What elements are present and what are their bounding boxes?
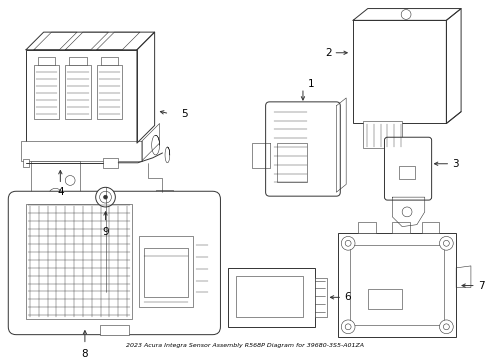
Bar [315, 278, 326, 317]
Circle shape [49, 188, 62, 202]
Bar [97, 64, 122, 118]
Bar [338, 234, 456, 337]
Bar [100, 57, 118, 64]
Bar [139, 237, 193, 307]
Text: 1: 1 [308, 79, 315, 89]
Bar [363, 121, 402, 148]
Bar [156, 190, 173, 200]
Bar [21, 141, 142, 161]
Bar [102, 158, 118, 168]
Bar [422, 222, 440, 234]
Circle shape [341, 320, 355, 334]
Circle shape [99, 191, 111, 203]
Circle shape [345, 240, 351, 246]
Bar [228, 268, 315, 327]
Text: 5: 5 [181, 109, 188, 119]
Bar [399, 166, 415, 180]
Bar [26, 204, 132, 319]
Bar [65, 64, 91, 118]
Circle shape [402, 207, 412, 217]
Bar [23, 159, 29, 167]
Bar [99, 325, 129, 335]
Bar [69, 57, 87, 64]
Bar [144, 248, 188, 297]
FancyBboxPatch shape [385, 137, 432, 200]
Text: 6: 6 [344, 292, 351, 302]
Text: 3: 3 [452, 159, 459, 169]
Circle shape [401, 9, 411, 19]
Bar [392, 222, 410, 234]
Text: 9: 9 [102, 226, 109, 237]
Circle shape [443, 324, 449, 330]
Text: 8: 8 [81, 349, 88, 359]
Circle shape [96, 187, 115, 207]
Circle shape [65, 176, 75, 185]
Circle shape [103, 195, 107, 199]
Circle shape [341, 237, 355, 250]
Circle shape [440, 237, 453, 250]
Bar [31, 161, 80, 215]
Circle shape [443, 240, 449, 246]
Bar [236, 276, 303, 317]
FancyBboxPatch shape [8, 191, 220, 335]
Text: 7: 7 [478, 280, 485, 291]
Bar [38, 57, 55, 64]
Text: 2023 Acura Integra Sensor Assembly R568P Diagram for 39680-3S5-A01ZA: 2023 Acura Integra Sensor Assembly R568P… [126, 343, 364, 348]
Circle shape [345, 324, 351, 330]
Bar [353, 20, 446, 123]
Text: 2: 2 [325, 48, 331, 58]
Bar [277, 143, 307, 183]
Bar [350, 245, 444, 325]
Bar [34, 64, 59, 118]
Bar [26, 50, 137, 143]
Bar [358, 222, 376, 234]
Text: 4: 4 [57, 187, 64, 197]
Circle shape [440, 320, 453, 334]
Bar [368, 289, 402, 309]
FancyBboxPatch shape [266, 102, 340, 196]
